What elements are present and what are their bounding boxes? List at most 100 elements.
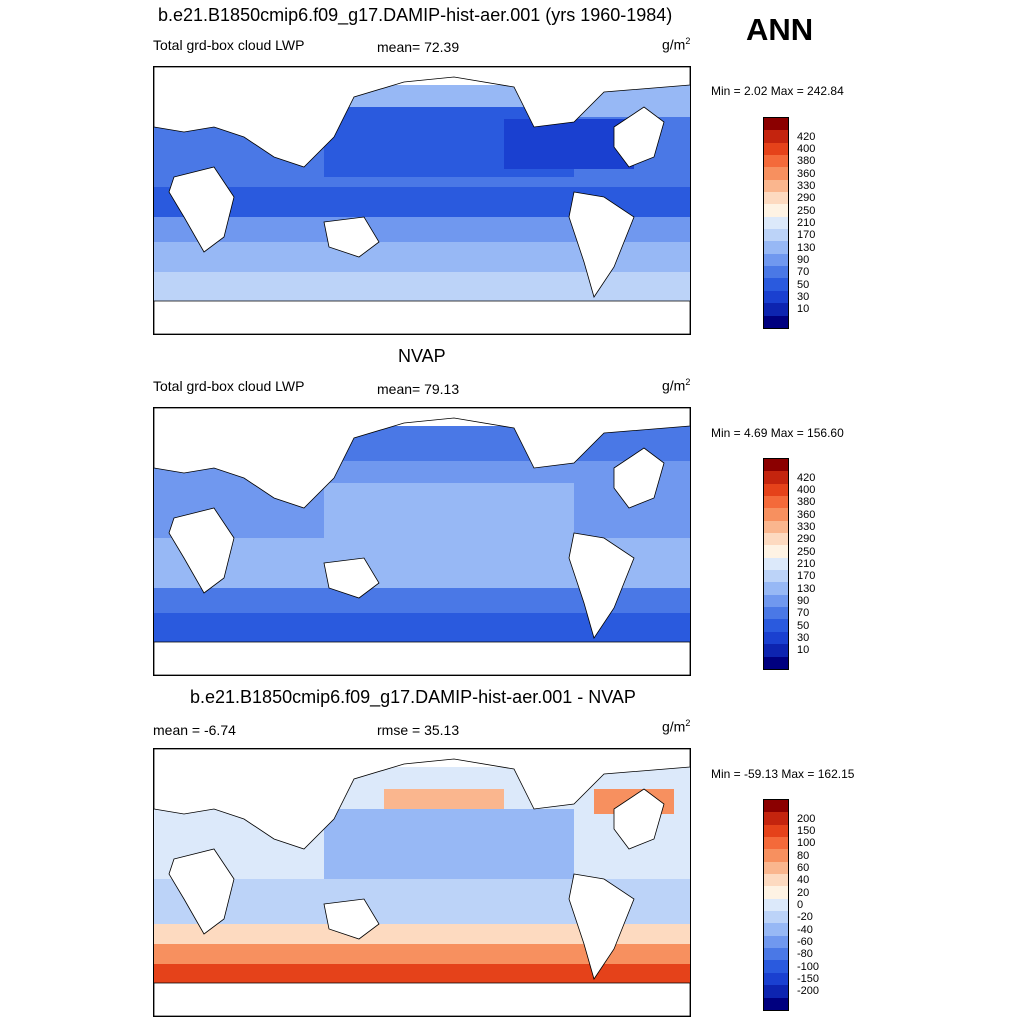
- panel-2-colorbar-tick-label: 420: [797, 471, 816, 484]
- panel-1-colorbar-tick-label: 330: [797, 179, 816, 192]
- panel-2-colorbar-tick-label: 170: [797, 570, 816, 583]
- panel-3-minmax: Min = -59.13 Max = 162.15: [711, 767, 855, 781]
- panel-1-colorbar-swatch: [764, 241, 788, 254]
- panel-2-colorbar-tick-label: 30: [797, 632, 810, 645]
- panel-3-colorbar-tick-label: -200: [797, 985, 820, 998]
- panel-1-colorbar-swatch: [764, 167, 788, 180]
- panel-1-colorbar-swatch: [764, 229, 788, 242]
- panel-1-minmax: Min = 2.02 Max = 242.84: [711, 84, 844, 98]
- panel-3-colorbar-swatch: [764, 923, 788, 936]
- panel-3-land: [154, 749, 690, 1016]
- panel-1-colorbar-swatch: [764, 216, 788, 230]
- panel-3-colorbar-swatch: [764, 911, 788, 924]
- panel-3-colorbar: [763, 799, 789, 1011]
- panel-2-colorbar-tick-label: 290: [797, 533, 816, 546]
- panel-2-colorbar-tick-label: 50: [797, 619, 810, 632]
- panel-3-colorbar-swatch: [764, 849, 788, 862]
- panel-3-colorbar-swatch: [764, 972, 788, 986]
- panel-1-colorbar-swatch: [764, 142, 788, 156]
- panel-1-colorbar-swatch: [764, 192, 788, 205]
- panel-2-left-label: Total grd-box cloud LWP: [153, 378, 305, 394]
- panel-1-colorbar-swatch: [764, 204, 788, 217]
- panel-2-colorbar-swatch: [764, 471, 788, 484]
- panel-3-colorbar-tick-label: -100: [797, 960, 820, 973]
- panel-2-colorbar-tick-label: 400: [797, 483, 816, 496]
- panel-1-left-label: Total grd-box cloud LWP: [153, 37, 305, 53]
- panel-3-colorbar-swatch: [764, 800, 788, 813]
- panel-3-colorbar-tick-label: -80: [797, 948, 813, 961]
- panel-3-colorbar-tick-label: -20: [797, 911, 813, 924]
- panel-3-rmse: rmse = 35.13: [377, 722, 460, 738]
- panel-2-minmax: Min = 4.69 Max = 156.60: [711, 426, 844, 440]
- panel-3-colorbar-tick-label: 60: [797, 861, 810, 874]
- panel-1-colorbar-swatch: [764, 290, 788, 304]
- panel-3-colorbar-tick-label: 80: [797, 849, 810, 862]
- panel-1-colorbar-tick-label: 380: [797, 155, 816, 168]
- panel-2-map: [153, 407, 691, 676]
- panel-3-colorbar-swatch: [764, 985, 788, 998]
- panel-1-colorbar-swatch: [764, 155, 788, 168]
- panel-2-colorbar-tick-label: 130: [797, 582, 816, 595]
- panel-2-colorbar-swatch: [764, 594, 788, 608]
- panel-1-map: [153, 66, 691, 335]
- panel-1-colorbar-tick-label: 290: [797, 192, 816, 205]
- panel-2-colorbar-swatch: [764, 459, 788, 472]
- panel-3-colorbar-tick-label: -60: [797, 936, 813, 949]
- panel-2-colorbar-swatch: [764, 520, 788, 534]
- panel-2-colorbar-tick-label: 90: [797, 595, 810, 608]
- panel-2-colorbar: [763, 458, 789, 670]
- panel-3-colorbar-tick-label: 20: [797, 886, 810, 899]
- panel-3-colorbar-tick-label: 150: [797, 824, 816, 837]
- panel-3-colorbar-tick-label: 200: [797, 812, 816, 825]
- panel-3-colorbar-tick-label: -40: [797, 923, 813, 936]
- panel-1-colorbar: [763, 117, 789, 329]
- panel-2-colorbar-swatch: [764, 557, 788, 571]
- panel-2-colorbar-swatch: [764, 483, 788, 497]
- panel-3-colorbar-tick-label: 40: [797, 874, 810, 887]
- panel-2-land: [154, 408, 690, 675]
- panel-1-mean: mean= 72.39: [377, 39, 460, 55]
- panel-2-colorbar-swatch: [764, 545, 788, 558]
- panel-2-colorbar-tick-label: 70: [797, 607, 810, 620]
- panel-3-title: b.e21.B1850cmip6.f09_g17.DAMIP-hist-aer.…: [190, 687, 636, 707]
- panel-2-colorbar-tick-label: 10: [797, 644, 810, 657]
- panel-2-colorbar-swatch: [764, 496, 788, 509]
- panel-1-colorbar-tick-label: 10: [797, 303, 810, 316]
- panel-3-colorbar-swatch: [764, 997, 788, 1010]
- panel-3-colorbar-swatch: [764, 948, 788, 961]
- panel-1-colorbar-tick-label: 90: [797, 254, 810, 267]
- panel-2-colorbar-swatches: [764, 459, 788, 669]
- panel-2-colorbar-swatch: [764, 607, 788, 620]
- panel-1-colorbar-swatches: [764, 118, 788, 328]
- panel-3-colorbar-swatch: [764, 935, 788, 949]
- panel-1-colorbar-swatch: [764, 253, 788, 267]
- panel-2-colorbar-swatch: [764, 631, 788, 645]
- panel-1-colorbar-tick-label: 170: [797, 229, 816, 242]
- panel-3-colorbar-swatch: [764, 824, 788, 838]
- panel-1-title: b.e21.B1850cmip6.f09_g17.DAMIP-hist-aer.…: [158, 5, 673, 25]
- panel-2-colorbar-tick-label: 330: [797, 520, 816, 533]
- panel-1-colorbar-tick-label: 360: [797, 167, 816, 180]
- panel-1-colorbar-tick-label: 50: [797, 278, 810, 291]
- panel-1-colorbar-swatch: [764, 179, 788, 193]
- panel-3-colorbar-swatch: [764, 812, 788, 825]
- panel-1-units: g/m2: [662, 36, 691, 53]
- panel-1-colorbar-tick-label: 250: [797, 204, 816, 217]
- panel-2-colorbar-tick-label: 380: [797, 496, 816, 509]
- panel-1-colorbar-swatch: [764, 303, 788, 316]
- panel-3-colorbar-swatch: [764, 861, 788, 875]
- panel-1-colorbar-tick-label: 420: [797, 130, 816, 143]
- panel-1-colorbar-tick-label: 30: [797, 291, 810, 304]
- panel-3-colorbar-swatch: [764, 837, 788, 850]
- panel-3-colorbar-swatch: [764, 898, 788, 912]
- panel-2-colorbar-swatch: [764, 508, 788, 521]
- panel-1-land: [154, 67, 690, 334]
- season-label: ANN: [746, 12, 814, 47]
- panel-3-map: [153, 748, 691, 1017]
- panel-1-colorbar-tick-label: 210: [797, 217, 816, 229]
- panel-3-colorbar-tick-label: -150: [797, 973, 820, 986]
- panel-2-colorbar-swatch: [764, 570, 788, 583]
- panel-2-colorbar-swatch: [764, 533, 788, 546]
- panel-2-units: g/m2: [662, 377, 691, 394]
- panel-2-colorbar-swatch: [764, 619, 788, 632]
